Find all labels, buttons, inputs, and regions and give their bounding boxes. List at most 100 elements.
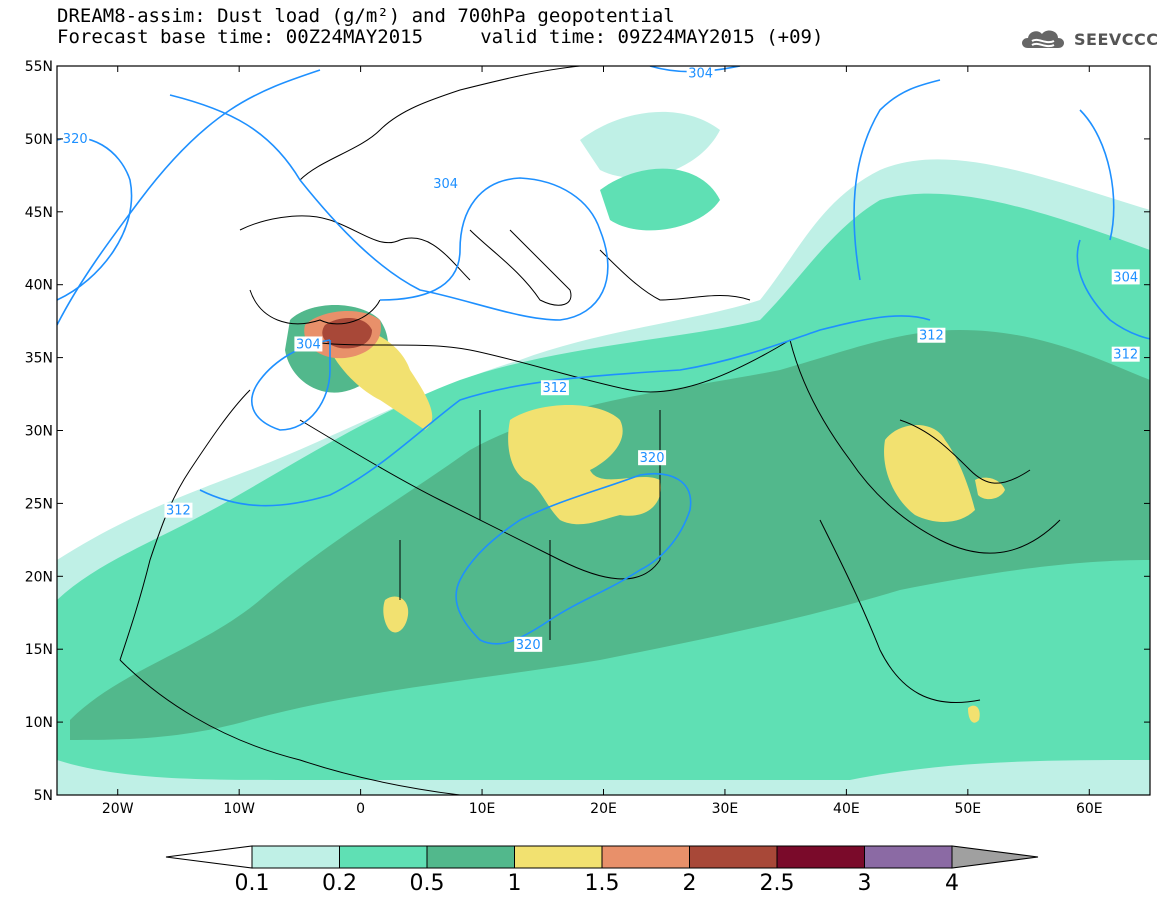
contour-label-text: 312: [919, 329, 944, 344]
contour-label: 312: [540, 380, 569, 396]
contour-label-bg: [514, 636, 543, 652]
contour-label: 320: [638, 450, 667, 466]
contour-label-text: 304: [1113, 270, 1138, 285]
coastline-north-africa: [299, 339, 791, 393]
contour-304-morocco: [251, 339, 331, 431]
border-sahara: [299, 419, 661, 580]
contour-label-text: 304: [433, 177, 458, 192]
seevccc-logo: SEEVCCC: [1018, 26, 1159, 52]
lat-tick-label: 20N: [25, 569, 53, 585]
coastline-italy: [469, 229, 572, 306]
country-borders: [399, 410, 661, 640]
lon-tick-label: 10E: [469, 801, 496, 817]
colorbar-swatch: [426, 845, 515, 869]
cloud-icon: [1022, 30, 1064, 48]
contour-label: 312: [164, 502, 193, 519]
colorbar: 0.1 0.2 0.5 1 1.5 2 2.5 3 4: [165, 845, 1039, 896]
latitude-axis: 55N 50N 45N 40N 35N 30N 25N 20N 15N 10N 5N: [25, 59, 1150, 804]
contour-label-bg: [164, 502, 193, 518]
contour-labels: 320 304 304 304 304 312 312 312 312 320 320: [61, 66, 1140, 653]
lat-tick-label: 40N: [25, 278, 53, 294]
colorbar-swatch: [864, 845, 953, 869]
lon-tick-label: 60E: [1076, 801, 1103, 817]
colorbar-tick-label: 3: [858, 871, 872, 896]
lat-tick-label: 15N: [25, 642, 53, 658]
contour-label: 304: [431, 176, 460, 192]
colorbar-swatch: [251, 845, 340, 869]
colorbar-swatch: [776, 845, 865, 869]
lat-tick-label: 30N: [25, 424, 53, 440]
contour-label: 320: [61, 130, 90, 147]
contour-312-far-east: [1076, 239, 1150, 340]
contour-label-text: 312: [166, 504, 191, 519]
contour-320-west: [57, 69, 321, 326]
colorbar-tick-label: 0.2: [322, 871, 357, 896]
contour-label-text: 320: [63, 132, 88, 147]
map-area: 320 304 304 304 304 312 312 312 312 320 320: [57, 66, 1150, 795]
lon-tick-label: 10W: [223, 801, 255, 817]
contour-320-sahara: [455, 473, 692, 645]
contour-304-italy: [169, 94, 609, 321]
logo-text: SEEVCCC: [1074, 29, 1159, 49]
lon-tick-label: 20W: [102, 801, 134, 817]
contour-label: 304: [294, 336, 323, 352]
colorbar-tick-label: 4: [945, 871, 959, 896]
colorbar-under-triangle: [165, 845, 253, 869]
contour-label-bg: [61, 130, 90, 146]
colorbar-swatch: [339, 845, 428, 869]
contour-label-text: 320: [640, 451, 665, 466]
contour-label-bg: [686, 66, 715, 81]
contour-label-text: 312: [543, 381, 568, 396]
coastline-red-sea-arabia: [789, 339, 1061, 554]
dust-region-high-libya: [508, 405, 661, 525]
lat-tick-label: 10N: [25, 715, 53, 731]
map-title: DREAM8-assim: Dust load (g/m²) and 700hP…: [57, 5, 675, 27]
contour-label-text: 312: [1113, 348, 1138, 363]
dust-bin-2: [322, 318, 372, 349]
colorbar-swatch: [689, 845, 778, 869]
colorbar-tick-label: 1: [508, 871, 522, 896]
coastline-iberia-france: [239, 215, 471, 281]
contour-304-east: [853, 79, 941, 281]
dust-region-high-niger: [383, 596, 409, 633]
coastline-horn-africa: [819, 519, 981, 704]
colorbar-swatch: [601, 845, 690, 869]
dust-region-high-somalia: [968, 705, 980, 723]
contour-label-bg: [294, 336, 323, 352]
lat-tick-label: 45N: [25, 205, 53, 221]
lon-tick-label: 0: [356, 801, 365, 817]
contour-label: 312: [917, 327, 946, 344]
contour-label-bg: [431, 176, 460, 192]
dust-region-medium: [70, 330, 1150, 740]
dust-region-peak-inner: [322, 318, 372, 349]
colorbar-tick-label: 2: [683, 871, 697, 896]
coastline-iberia-south: [249, 289, 381, 325]
lon-tick-label: 50E: [954, 801, 981, 817]
colorbar-tick-label: 2.5: [760, 871, 795, 896]
dust-region-high-arabia: [884, 425, 975, 522]
dust-region-low-balkans: [580, 111, 720, 178]
colorbar-tick-label: 1.5: [585, 871, 620, 896]
contour-label-bg: [540, 380, 569, 396]
contour-label-bg: [917, 327, 946, 343]
coastlines: [119, 66, 1061, 795]
coastline-gulf-guinea: [119, 659, 461, 795]
coastline-greece-turkey: [599, 249, 751, 301]
contour-label-text: 304: [688, 66, 713, 81]
lat-tick-label: 50N: [25, 132, 53, 148]
colorbar-tick-label: 0.5: [410, 871, 445, 896]
lon-tick-label: 30E: [712, 801, 739, 817]
dust-region-mlow-balkans: [600, 168, 720, 231]
colorbar-over-triangle: [951, 845, 1039, 869]
dust-bin-1: [330, 327, 1005, 723]
lat-tick-label: 35N: [25, 351, 53, 367]
contour-label: 304: [1111, 269, 1140, 285]
contour-label-bg: [1111, 269, 1140, 285]
contour-label: 312: [1111, 346, 1140, 363]
lat-tick-label: 55N: [25, 59, 53, 75]
lat-tick-label: 25N: [25, 496, 53, 512]
contour-label: 320: [514, 636, 543, 653]
colorbar-swatch: [514, 845, 603, 869]
lat-tick-label: 5N: [34, 788, 53, 804]
